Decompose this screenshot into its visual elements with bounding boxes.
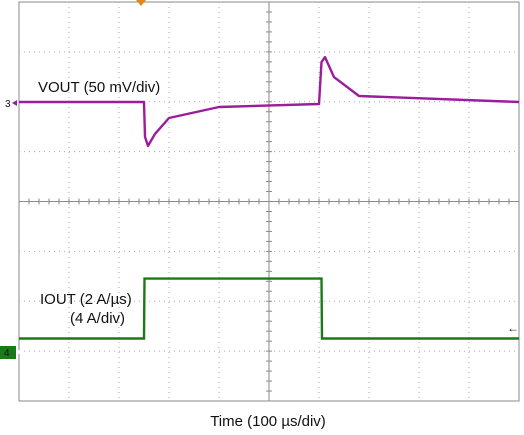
ch3-marker: 3 [5, 99, 17, 110]
ch3-arrow-icon [12, 100, 17, 106]
trigger-marker-icon [136, 0, 146, 6]
ch4-arrow-icon [16, 349, 21, 355]
vout-trace [19, 55, 520, 148]
graticule-grid [18, 1, 520, 402]
ch3-marker-label: 3 [5, 99, 11, 110]
ch4-marker: 4 [0, 346, 21, 359]
x-axis-label: Time (100 µs/div) [210, 413, 326, 430]
iout-scale-label: (4 A/div) [70, 310, 125, 327]
iout-trace [19, 277, 519, 340]
traces [19, 55, 520, 340]
reference-arrow-icon: ← [507, 321, 519, 335]
ch4-marker-label: 4 [4, 348, 10, 359]
iout-label: IOUT (2 A/µs) [40, 291, 132, 308]
vout-label: VOUT (50 mV/div) [38, 79, 160, 96]
